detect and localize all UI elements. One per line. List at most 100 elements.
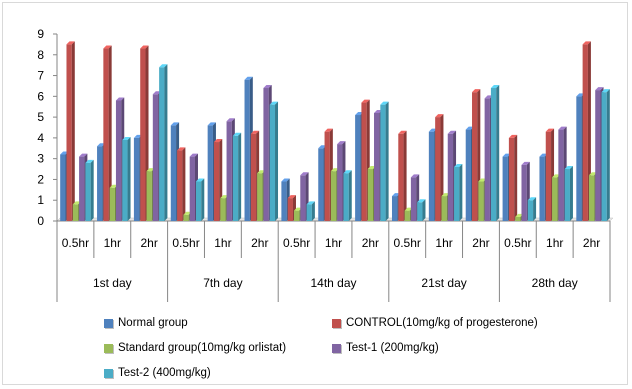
bar-top bbox=[343, 170, 352, 174]
bar bbox=[343, 173, 349, 221]
bar-top bbox=[195, 178, 205, 182]
bar-top bbox=[103, 45, 112, 49]
bar-top bbox=[552, 174, 561, 178]
bar-side bbox=[127, 136, 131, 221]
bar-top bbox=[177, 147, 186, 151]
bar-top bbox=[465, 126, 475, 130]
bar-top bbox=[133, 134, 143, 138]
bar-side bbox=[403, 130, 407, 221]
legend-item-control: CONTROL(10mg/kg of progesterone) bbox=[332, 317, 538, 329]
bar-top bbox=[515, 213, 524, 217]
bar-top bbox=[85, 159, 94, 163]
x-tick-label: 1hr bbox=[435, 236, 452, 250]
bar-top bbox=[417, 199, 426, 203]
bar-top bbox=[152, 91, 162, 95]
bar-side bbox=[459, 163, 463, 221]
x-tick-label: 2hr bbox=[472, 236, 489, 250]
bar-side bbox=[90, 159, 94, 221]
legend-swatch-standard-group bbox=[104, 343, 113, 353]
bar bbox=[515, 216, 521, 221]
bar-top bbox=[539, 153, 548, 157]
bar bbox=[281, 181, 287, 221]
bar-top bbox=[374, 109, 383, 113]
bar-top bbox=[281, 178, 290, 182]
bar bbox=[361, 102, 367, 221]
legend-swatch-control bbox=[332, 318, 341, 328]
y-tick-label: 6 bbox=[37, 89, 44, 103]
bar-top bbox=[502, 153, 511, 157]
bar-top bbox=[287, 195, 296, 199]
y-tick-label: 4 bbox=[37, 131, 44, 145]
bar bbox=[508, 137, 515, 221]
bar-top bbox=[306, 201, 315, 205]
bar-top bbox=[595, 87, 604, 91]
bar-side bbox=[422, 199, 426, 221]
bar bbox=[391, 196, 398, 221]
bar bbox=[85, 162, 91, 221]
bar bbox=[435, 117, 441, 221]
bar bbox=[109, 187, 115, 221]
bar-top bbox=[380, 101, 389, 105]
legend-swatch-test-2 bbox=[104, 368, 113, 378]
x-tick-label: 0.5hr bbox=[504, 236, 531, 250]
bar-side bbox=[440, 114, 444, 221]
bar bbox=[447, 133, 454, 221]
bar-top bbox=[146, 168, 155, 172]
x-tick-label: 2hr bbox=[583, 236, 600, 250]
bar bbox=[582, 44, 588, 222]
bar-top bbox=[490, 85, 500, 89]
bar-top bbox=[582, 41, 591, 45]
bar bbox=[478, 181, 484, 221]
bar bbox=[293, 210, 300, 221]
bar-top bbox=[601, 89, 610, 93]
bar bbox=[527, 200, 534, 221]
x-tick-label: 1hr bbox=[214, 236, 231, 250]
bar-top bbox=[189, 153, 198, 157]
bar-side bbox=[348, 170, 352, 221]
legend-label-standard-group: Standard group(10mg/kg orlistat) bbox=[118, 342, 287, 354]
bar bbox=[66, 44, 72, 222]
bar bbox=[552, 177, 558, 221]
y-tick-label: 1 bbox=[37, 193, 44, 207]
bar-top bbox=[226, 118, 235, 122]
bar-side bbox=[514, 134, 518, 221]
bar-side bbox=[496, 85, 500, 222]
bar bbox=[355, 115, 361, 221]
bar bbox=[244, 79, 250, 221]
bar-top bbox=[355, 112, 364, 116]
bar bbox=[367, 169, 374, 221]
bar bbox=[177, 150, 183, 221]
bar bbox=[226, 121, 232, 221]
x-tick-label: 2hr bbox=[251, 236, 268, 250]
bar bbox=[324, 131, 330, 221]
bar-top bbox=[213, 139, 223, 143]
bar bbox=[152, 94, 159, 221]
bar bbox=[140, 48, 146, 221]
x-group-label: 28th day bbox=[532, 276, 578, 290]
bar bbox=[207, 125, 213, 221]
bar bbox=[195, 181, 202, 221]
x-group-label: 21st day bbox=[421, 276, 466, 290]
bar bbox=[257, 173, 263, 221]
bar bbox=[79, 156, 85, 221]
x-tick-label: 0.5hr bbox=[172, 236, 199, 250]
bar-top bbox=[337, 141, 346, 145]
bar bbox=[263, 88, 269, 222]
x-tick-label: 1hr bbox=[104, 236, 121, 250]
y-tick-label: 5 bbox=[37, 110, 44, 124]
bar bbox=[374, 112, 380, 221]
bar bbox=[454, 166, 460, 221]
bar bbox=[170, 125, 177, 221]
bar-top bbox=[472, 89, 481, 93]
bar bbox=[330, 171, 337, 221]
bar-top bbox=[293, 207, 303, 211]
bar bbox=[337, 144, 343, 221]
bar bbox=[545, 131, 552, 221]
x-tick-label: 1hr bbox=[325, 236, 342, 250]
bar bbox=[588, 175, 595, 221]
bar-top bbox=[60, 151, 69, 155]
bar-top bbox=[244, 76, 253, 80]
bar-side bbox=[275, 101, 279, 221]
bar-top bbox=[588, 172, 598, 176]
